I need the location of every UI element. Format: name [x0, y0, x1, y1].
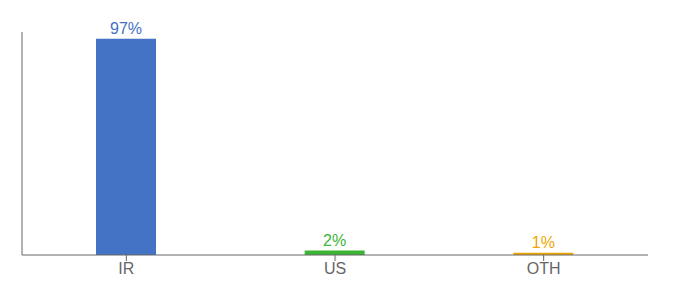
svg-text:97%: 97%	[110, 20, 142, 37]
svg-text:1%: 1%	[532, 234, 555, 251]
svg-text:2%: 2%	[323, 232, 346, 249]
svg-text:OTH: OTH	[527, 260, 561, 277]
svg-text:IR: IR	[118, 260, 134, 277]
svg-text:US: US	[324, 260, 346, 277]
